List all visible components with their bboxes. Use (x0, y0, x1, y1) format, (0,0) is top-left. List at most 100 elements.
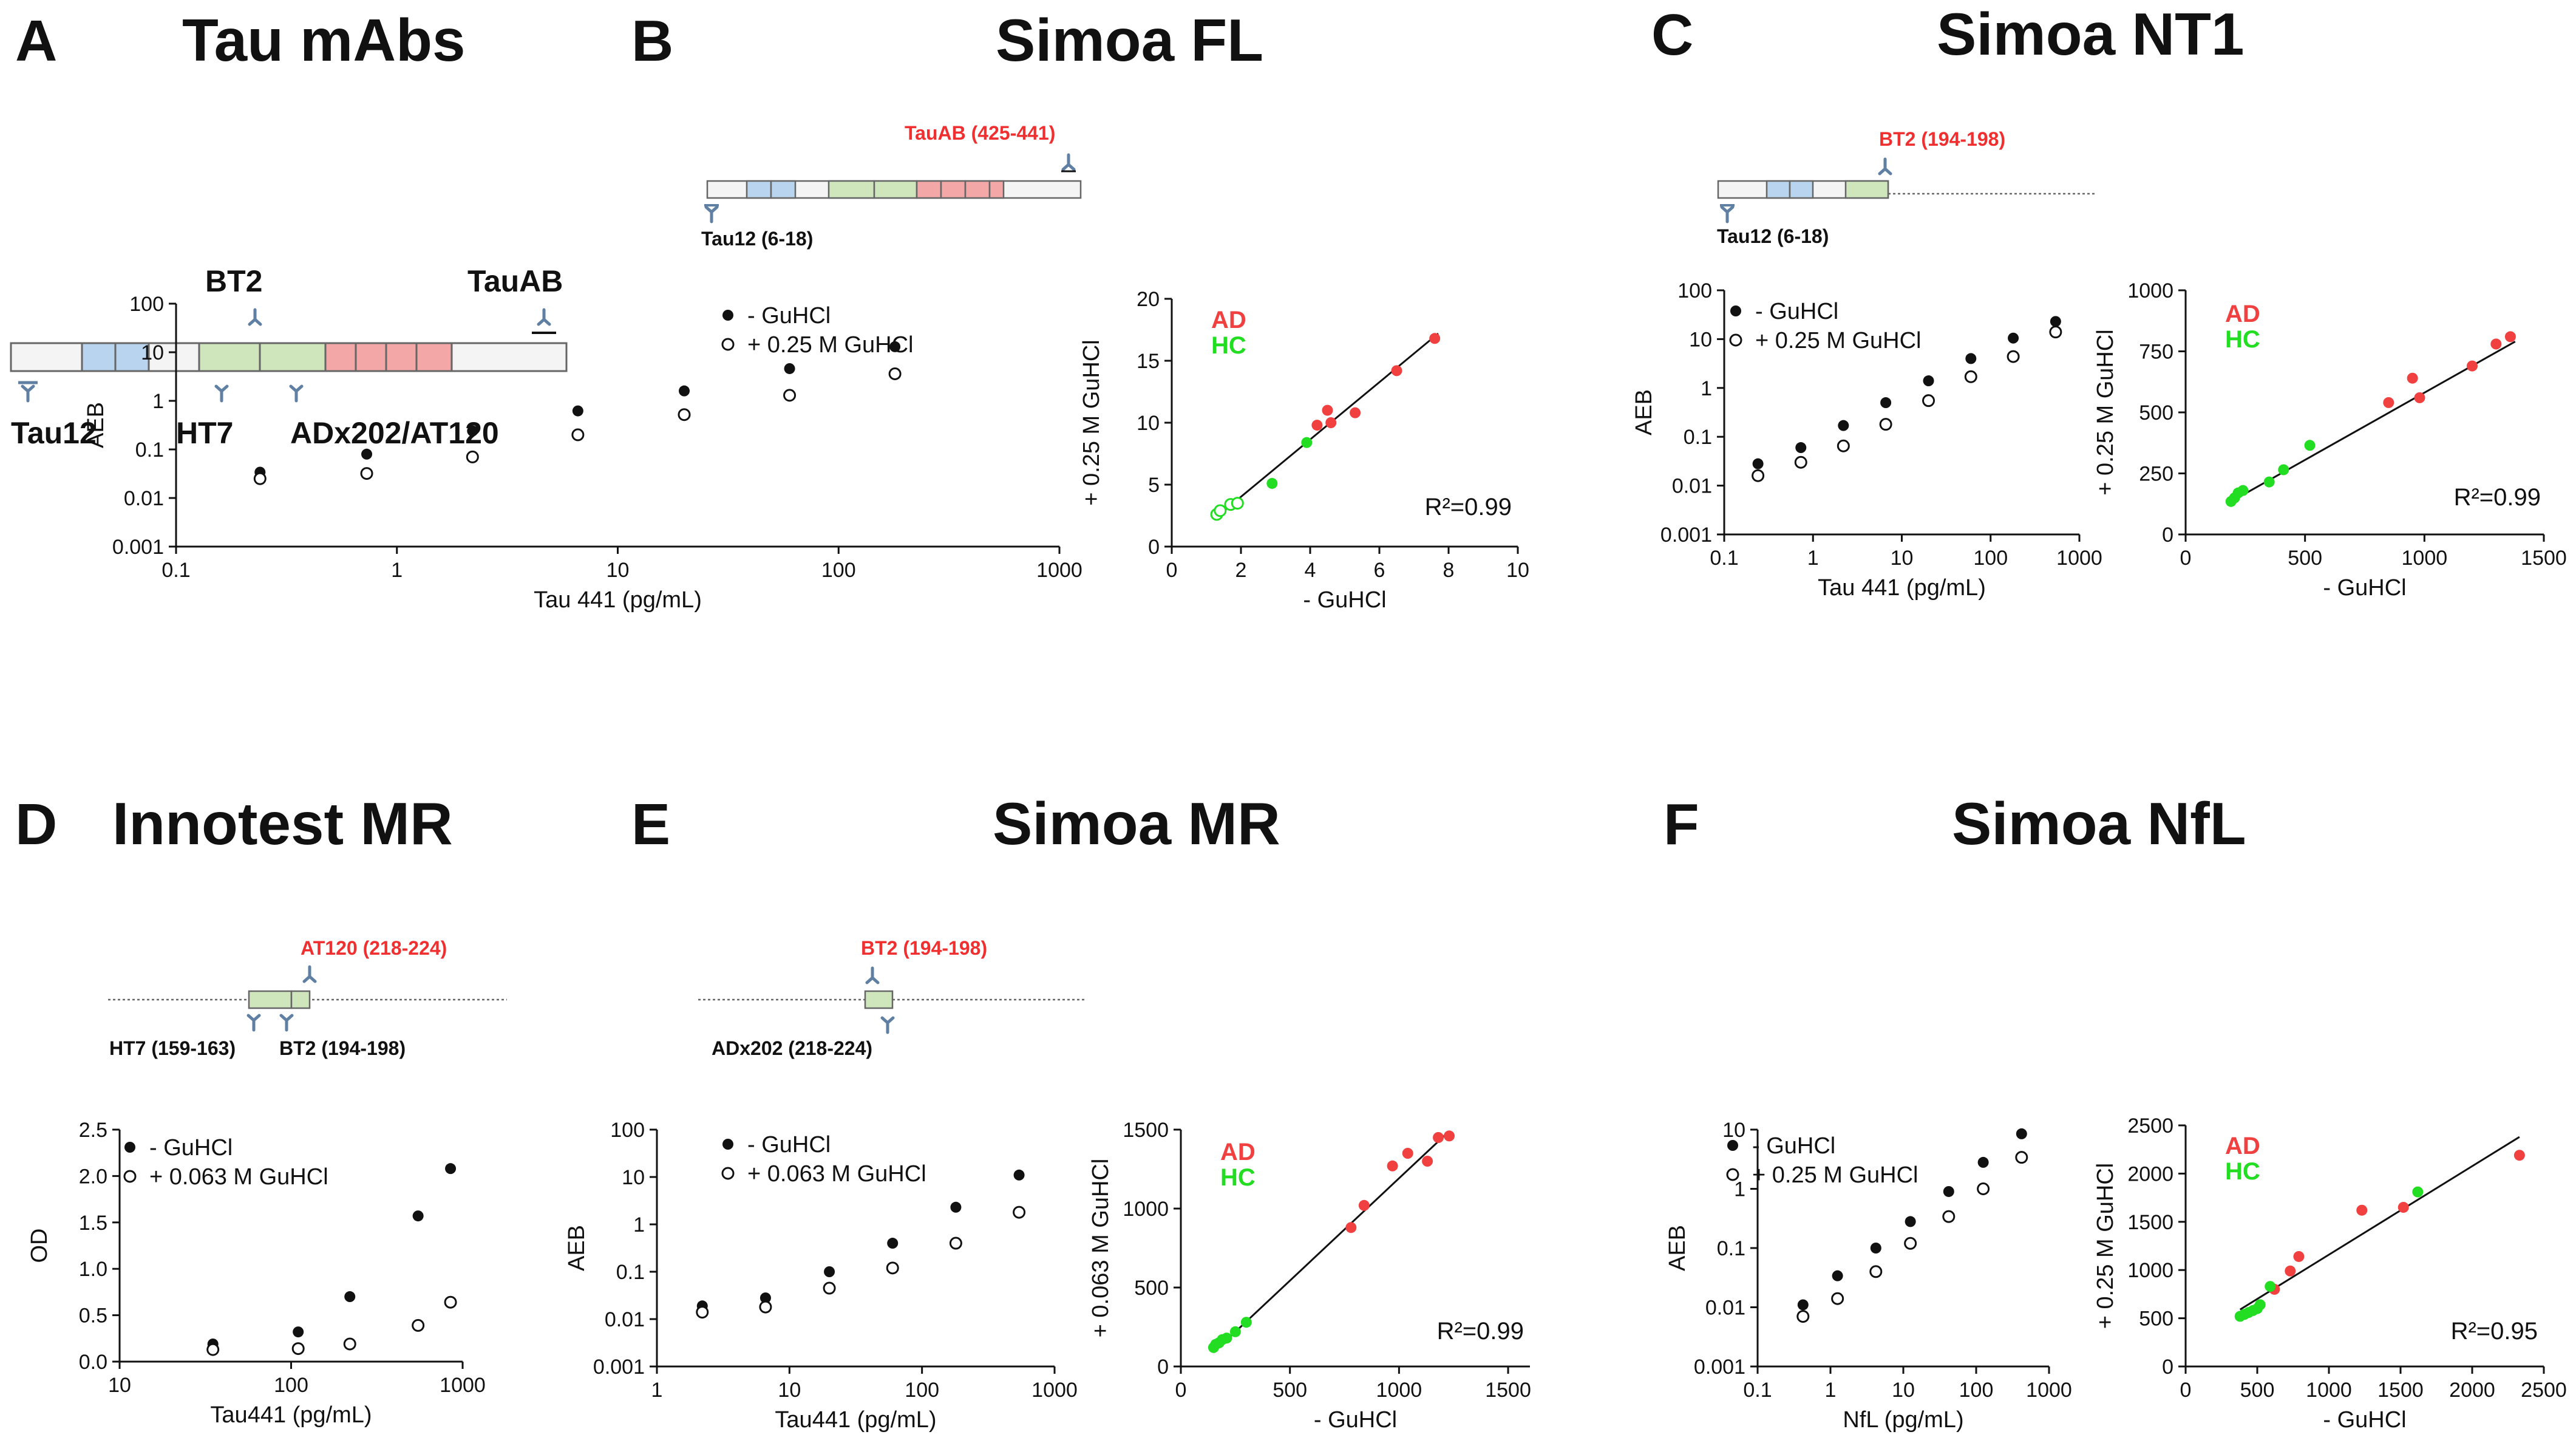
ht7-antibody-icon (216, 386, 227, 401)
hc-data-point (2278, 464, 2289, 476)
guhcl-data-point (1752, 469, 1765, 482)
x-tick-label: 10 (778, 1379, 801, 1402)
x-tick-label: 1 (651, 1379, 663, 1402)
y-tick-label: 2.5 (79, 1119, 107, 1142)
y-axis-label: AEB (83, 402, 109, 448)
legend-marker (1729, 333, 1742, 347)
chart-e-correlation: 0 500 1000 1500 0 500 1000 1500 - GuHCl + 0.063 M… (1088, 1119, 1531, 1433)
y-tick-label: 0 (1148, 536, 1160, 559)
x-axis-label: - GuHCl (1314, 1407, 1397, 1433)
ad-data-point (2467, 360, 2478, 372)
x-tick-label: 100 (274, 1374, 308, 1397)
panel-title-e: Simoa MR (993, 790, 1280, 857)
y-tick-label: 500 (1134, 1277, 1169, 1300)
group-label-hc: HC (2225, 1158, 2260, 1185)
guhcl-data-point (466, 450, 479, 463)
tau12-antibody-icon (706, 207, 717, 222)
guhcl-data-point (1922, 394, 1935, 408)
guhcl-data-point (1869, 1265, 1883, 1278)
tau12-antibody-icon (22, 386, 33, 401)
guhcl-data-point (949, 1237, 962, 1250)
guhcl-data-point (886, 1261, 899, 1275)
guhcl-data-point (571, 428, 585, 442)
panel-title-f: Simoa NfL (1952, 790, 2246, 857)
x-tick-label: 0.1 (1710, 547, 1738, 570)
y-tick-label: 1 (152, 390, 164, 413)
y-tick-label: 0.01 (1705, 1297, 1745, 1320)
y-tick-label: 1 (1701, 377, 1712, 400)
guhcl-data-point (678, 408, 691, 421)
group-label-hc: HC (1220, 1164, 1256, 1191)
assay-schematic-e: BT2 (194-198) ADx202 (218-224) (698, 937, 1087, 1059)
y-tick-label: 0.1 (1684, 426, 1712, 449)
guhcl-data-point (360, 467, 373, 480)
chart-b-standard-curve: 0.1 1 10 100 1000 0.001 0.01 0.1 1 10 100 Tau 441 (… (83, 293, 1082, 613)
guhcl-data-point (1794, 455, 1807, 469)
x-tick-label: 2 (1235, 559, 1247, 582)
legend-marker (1730, 305, 1741, 316)
panel-title-d: Innotest MR (112, 790, 453, 857)
guhcl-data-point (343, 1337, 356, 1351)
panel-label-a: A (15, 9, 57, 73)
legend-marker (124, 1142, 135, 1153)
y-tick-label: 5 (1148, 474, 1160, 497)
y-tick-label: 10 (622, 1166, 645, 1189)
y-tick-label: 2000 (2127, 1162, 2173, 1185)
panel-title-a: Tau mAbs (182, 7, 465, 73)
y-tick-label: 0.01 (124, 487, 164, 510)
x-tick-label: 0 (2180, 547, 2192, 570)
y-tick-label: 750 (2139, 341, 2173, 364)
untreated-data-point (760, 1292, 771, 1304)
legend-marker (123, 1170, 137, 1183)
hc-data-point (1221, 1332, 1232, 1344)
untreated-data-point (572, 405, 583, 417)
legend-marker (1726, 1168, 1739, 1181)
ad-data-point (2504, 331, 2516, 343)
hc-data-point (2265, 1281, 2276, 1292)
x-tick-label: 0 (2180, 1379, 2192, 1402)
y-tick-label: 1500 (2127, 1211, 2173, 1234)
y-tick-label: 1000 (2127, 279, 2173, 302)
group-label-hc: HC (2225, 326, 2260, 353)
ad-data-point (2414, 392, 2425, 403)
untreated-data-point (1977, 1156, 1989, 1168)
chart-b-correlation: 0 2 4 6 8 10 0 5 10 15 20 - GuHCl + 0.25 M GuHCl ADHC… (1079, 288, 1529, 613)
guhcl-data-point (253, 472, 267, 485)
y-tick-label: 0 (2162, 524, 2173, 547)
y-tick-label: 0.001 (1694, 1356, 1745, 1379)
y-tick-label: 1000 (1123, 1198, 1169, 1221)
untreated-data-point (1923, 375, 1934, 387)
chart-c-standard-curve: 0.1 1 10 100 1000 0.001 0.01 0.1 1 10 100 Tau 441 (… (1631, 279, 2102, 601)
ad-data-point (1402, 1148, 1413, 1159)
r-squared-label: R²=0.99 (1437, 1318, 1524, 1345)
untreated-data-point (1965, 353, 1977, 364)
legend-marker (722, 310, 733, 321)
x-tick-label: 0.1 (161, 559, 190, 582)
ad-data-point (1429, 333, 1441, 344)
y-axis-label: AEB (564, 1225, 590, 1271)
ad-data-point (2407, 372, 2418, 384)
guhcl-data-point (1837, 439, 1850, 452)
x-axis-label: - GuHCl (1303, 587, 1386, 613)
group-label-ad: AD (2225, 301, 2260, 327)
capture-antibody-label: Tau12 (6-18) (1717, 225, 1829, 247)
y-tick-label: 0 (1157, 1356, 1169, 1379)
at120-antibody-icon (304, 967, 315, 981)
bt2-antibody-icon (250, 310, 260, 324)
y-tick-label: 0.1 (616, 1261, 645, 1284)
legend-label: - GuHCl (1752, 1133, 1835, 1159)
x-axis-label: - GuHCl (2323, 1407, 2406, 1433)
ad-data-point (1422, 1156, 1433, 1167)
legend-label: - GuHCl (747, 1132, 831, 1158)
x-tick-label: 1500 (2377, 1379, 2424, 1402)
untreated-data-point (678, 385, 690, 397)
y-tick-label: 0.1 (135, 438, 164, 462)
y-tick-label: 2.0 (79, 1165, 107, 1188)
detector-antibody-label: BT2 (194-198) (861, 937, 987, 959)
y-axis-label: + 0.25 M GuHCl (2093, 1163, 2118, 1329)
untreated-data-point (1880, 397, 1892, 409)
ad-data-point (1391, 365, 1402, 377)
y-tick-label: 20 (1137, 288, 1160, 311)
x-axis-label: NfL (pg/mL) (1843, 1407, 1963, 1433)
untreated-data-point (467, 425, 478, 437)
